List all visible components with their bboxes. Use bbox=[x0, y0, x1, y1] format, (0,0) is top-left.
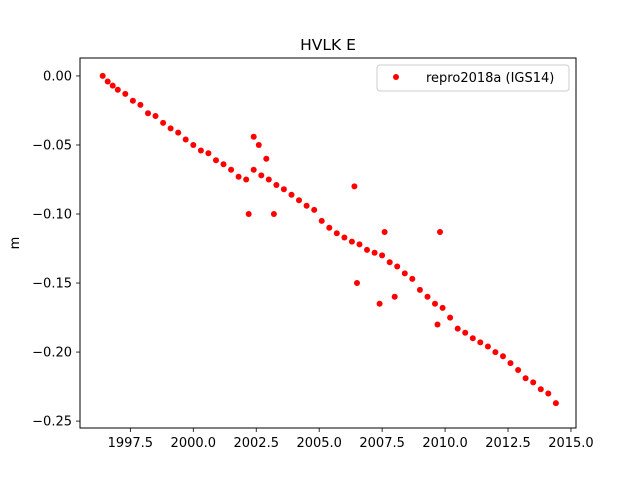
data-point bbox=[109, 82, 116, 89]
data-point bbox=[175, 129, 182, 136]
data-point bbox=[303, 202, 310, 209]
data-point bbox=[197, 147, 204, 154]
x-tick-label: 2015.0 bbox=[548, 436, 594, 451]
data-point bbox=[484, 343, 491, 350]
data-point bbox=[394, 263, 401, 270]
data-point bbox=[439, 304, 446, 311]
data-point bbox=[391, 293, 398, 300]
y-tick-label: −0.05 bbox=[32, 138, 72, 153]
data-point bbox=[167, 125, 174, 132]
data-point bbox=[160, 119, 167, 126]
data-point bbox=[145, 110, 151, 117]
data-points bbox=[99, 72, 559, 407]
data-point bbox=[409, 275, 416, 282]
data-point bbox=[182, 136, 189, 143]
x-tick-label: 2010.0 bbox=[422, 436, 468, 451]
data-point bbox=[296, 197, 302, 204]
data-point bbox=[273, 182, 280, 188]
data-point bbox=[137, 101, 144, 108]
data-point bbox=[326, 224, 333, 231]
data-point bbox=[381, 229, 388, 235]
data-point bbox=[364, 246, 370, 253]
data-point bbox=[552, 400, 559, 407]
y-tick-label: −0.25 bbox=[32, 415, 72, 430]
data-point bbox=[434, 321, 441, 328]
data-point bbox=[318, 217, 325, 224]
data-point bbox=[250, 133, 257, 140]
data-point bbox=[258, 172, 265, 179]
data-point bbox=[530, 379, 537, 386]
data-point bbox=[522, 375, 529, 382]
x-tick-label: 2007.5 bbox=[359, 436, 405, 451]
legend-label: repro2018a (IGS14) bbox=[426, 71, 554, 86]
x-tick-label: 2000.0 bbox=[171, 436, 217, 451]
data-point bbox=[263, 155, 270, 162]
chart-title: HVLK E bbox=[300, 36, 356, 54]
data-point bbox=[220, 161, 227, 168]
data-point bbox=[462, 329, 469, 336]
data-point bbox=[245, 211, 252, 217]
data-point bbox=[416, 286, 423, 293]
legend: repro2018a (IGS14) bbox=[376, 64, 570, 92]
data-point bbox=[432, 300, 438, 307]
data-point bbox=[280, 186, 287, 193]
data-point bbox=[228, 166, 235, 173]
data-point bbox=[213, 157, 219, 164]
data-point bbox=[129, 97, 136, 104]
data-point bbox=[371, 249, 378, 256]
data-point bbox=[477, 339, 484, 346]
data-point bbox=[545, 390, 552, 397]
data-point bbox=[104, 78, 111, 85]
data-point bbox=[379, 252, 386, 259]
data-point bbox=[437, 229, 443, 235]
data-point bbox=[270, 211, 277, 217]
data-point bbox=[205, 150, 212, 157]
y-tick-label: −0.20 bbox=[32, 346, 72, 361]
data-point bbox=[447, 314, 454, 321]
y-tick-label: −0.15 bbox=[32, 277, 72, 292]
data-point bbox=[424, 293, 431, 300]
data-point bbox=[376, 300, 383, 307]
data-point bbox=[99, 72, 106, 79]
data-point bbox=[255, 142, 262, 148]
data-point bbox=[500, 353, 506, 360]
legend-marker bbox=[393, 74, 399, 80]
data-point bbox=[469, 335, 476, 342]
data-point bbox=[348, 238, 355, 245]
data-point bbox=[386, 259, 393, 266]
data-point bbox=[122, 90, 129, 97]
data-point bbox=[250, 166, 257, 173]
data-point bbox=[152, 113, 159, 119]
data-point bbox=[333, 230, 340, 237]
data-point bbox=[454, 325, 461, 332]
x-tick-label: 1997.5 bbox=[108, 436, 154, 451]
data-point bbox=[190, 142, 197, 148]
data-point bbox=[235, 173, 242, 180]
y-axis-ticks: 0.00 −0.05 −0.10 −0.15 −0.20 −0.25 bbox=[32, 69, 80, 430]
data-point bbox=[515, 367, 522, 373]
data-point bbox=[492, 349, 499, 356]
x-axis-ticks: 1997.5 2000.0 2002.5 2005.0 2007.5 2010.0 2012… bbox=[108, 428, 594, 451]
data-point bbox=[243, 176, 250, 183]
data-point bbox=[537, 386, 544, 393]
y-tick-label: 0.00 bbox=[43, 69, 72, 84]
data-point bbox=[356, 241, 363, 248]
data-point bbox=[311, 206, 318, 213]
data-point bbox=[351, 183, 358, 190]
y-axis-label: m bbox=[8, 237, 23, 250]
data-point bbox=[341, 234, 348, 241]
data-point bbox=[354, 280, 360, 286]
x-tick-label: 2002.5 bbox=[233, 436, 279, 451]
x-tick-label: 2005.0 bbox=[296, 436, 342, 451]
x-tick-label: 2012.5 bbox=[485, 436, 531, 451]
data-point bbox=[114, 86, 121, 93]
data-point bbox=[507, 360, 514, 367]
data-point bbox=[288, 191, 295, 198]
plot-frame bbox=[79, 57, 577, 429]
y-tick-label: −0.10 bbox=[32, 208, 72, 223]
data-point bbox=[265, 176, 272, 183]
data-point bbox=[401, 270, 408, 277]
legend-box bbox=[376, 64, 570, 92]
